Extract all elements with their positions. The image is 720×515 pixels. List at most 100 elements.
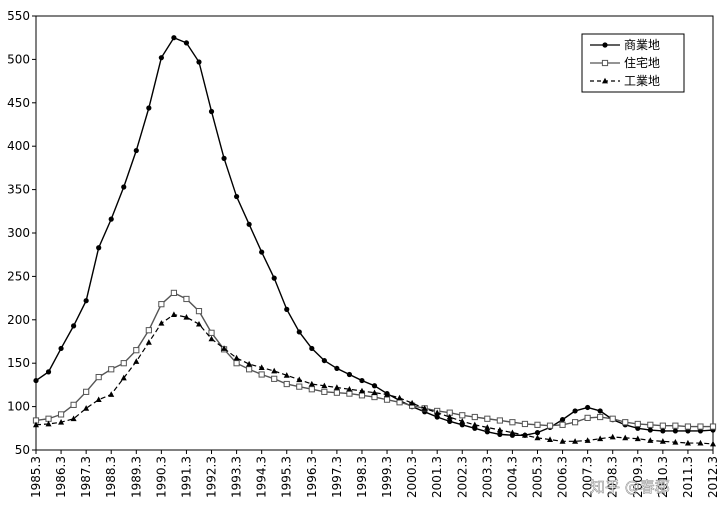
data-point: [221, 345, 228, 351]
y-tick-label: 450: [7, 96, 30, 110]
y-axis: 50 100 150 200 250 300 350 400 450 500 550: [7, 9, 36, 457]
x-tick-label: 1988.3: [104, 456, 118, 498]
data-point: [309, 345, 315, 352]
data-point: [346, 386, 353, 392]
x-tick-label: 2005.3: [530, 456, 544, 498]
data-point: [609, 415, 616, 422]
data-point: [96, 245, 102, 251]
x-tick-label: 1994.3: [255, 456, 269, 498]
data-point: [471, 413, 478, 421]
data-point: [258, 364, 265, 370]
data-point: [321, 357, 327, 364]
x-tick-label: 2006.3: [556, 456, 570, 498]
data-point: [659, 422, 666, 429]
data-point: [396, 394, 403, 401]
data-point: [308, 380, 315, 387]
legend-label: 住宅地: [624, 55, 660, 70]
x-tick-label: 1991.3: [179, 456, 193, 498]
data-point: [95, 373, 102, 381]
data-point: [358, 392, 366, 399]
data-point: [534, 421, 541, 428]
data-point: [509, 429, 516, 436]
data-point: [308, 386, 315, 393]
data-point: [283, 380, 290, 388]
data-point: [547, 436, 554, 442]
x-tick-label: 2007.3: [581, 456, 595, 498]
x-tick-label: 2010.3: [656, 456, 670, 498]
data-point: [597, 413, 604, 421]
data-point: [672, 438, 679, 445]
data-point: [233, 193, 240, 200]
data-point: [108, 391, 115, 397]
data-point: [45, 420, 52, 427]
data-point: [571, 419, 579, 426]
data-point: [271, 275, 277, 281]
data-point: [634, 435, 641, 442]
data-point: [296, 376, 303, 383]
data-point: [58, 345, 64, 352]
data-point: [672, 422, 679, 429]
legend-label: 工業地: [624, 74, 660, 88]
data-point: [434, 414, 440, 420]
data-point: [471, 421, 478, 428]
data-point: [446, 413, 453, 420]
legend-label: 商業地: [624, 37, 660, 52]
x-tick-label: 1990.3: [154, 456, 168, 498]
legend-item: 商業地: [590, 37, 660, 52]
data-point: [158, 55, 164, 61]
x-tick-label: 2009.3: [631, 456, 645, 498]
data-point: [133, 147, 139, 154]
data-point: [108, 366, 115, 373]
legend-item: 住宅地: [590, 55, 660, 70]
data-point: [33, 377, 39, 384]
y-tick-label: 550: [7, 9, 30, 23]
data-point: [183, 295, 190, 303]
data-point: [602, 77, 608, 84]
data-point: [296, 329, 302, 335]
data-point: [158, 301, 165, 308]
data-point: [195, 308, 203, 315]
data-point: [83, 298, 89, 304]
data-point: [221, 155, 227, 161]
y-tick-label: 500: [7, 52, 30, 66]
data-point: [710, 440, 716, 447]
data-point: [259, 249, 265, 255]
data-point: [709, 423, 717, 430]
series-layer: [32, 35, 717, 447]
data-point: [183, 313, 190, 320]
data-point: [602, 42, 608, 48]
data-point: [246, 221, 252, 227]
data-point: [321, 388, 328, 395]
x-tick-label: 1998.3: [355, 456, 369, 498]
x-tick-label: 1993.3: [230, 456, 244, 498]
data-point: [559, 438, 566, 444]
data-point: [45, 369, 52, 375]
x-tick-label: 1986.3: [54, 456, 68, 498]
series-2: [32, 289, 717, 430]
data-point: [496, 426, 503, 433]
x-tick-label: 2011.3: [681, 456, 695, 498]
data-point: [584, 414, 591, 421]
watermark-text: 知乎 @春郡: [590, 478, 670, 496]
data-point: [33, 421, 39, 428]
data-point: [521, 432, 528, 438]
data-point: [346, 390, 353, 397]
data-point: [95, 396, 102, 403]
data-point: [233, 354, 240, 361]
data-point: [133, 347, 140, 354]
data-point: [484, 415, 491, 422]
data-point: [246, 366, 253, 373]
x-tick-label: 2008.3: [606, 456, 620, 498]
data-point: [296, 383, 303, 390]
data-point: [284, 306, 290, 312]
data-point: [384, 391, 391, 397]
data-point: [572, 438, 579, 444]
data-point: [534, 434, 541, 441]
data-point: [271, 367, 278, 374]
data-point: [672, 428, 678, 434]
data-point: [146, 105, 152, 111]
data-point: [383, 396, 391, 403]
data-point: [121, 184, 127, 190]
